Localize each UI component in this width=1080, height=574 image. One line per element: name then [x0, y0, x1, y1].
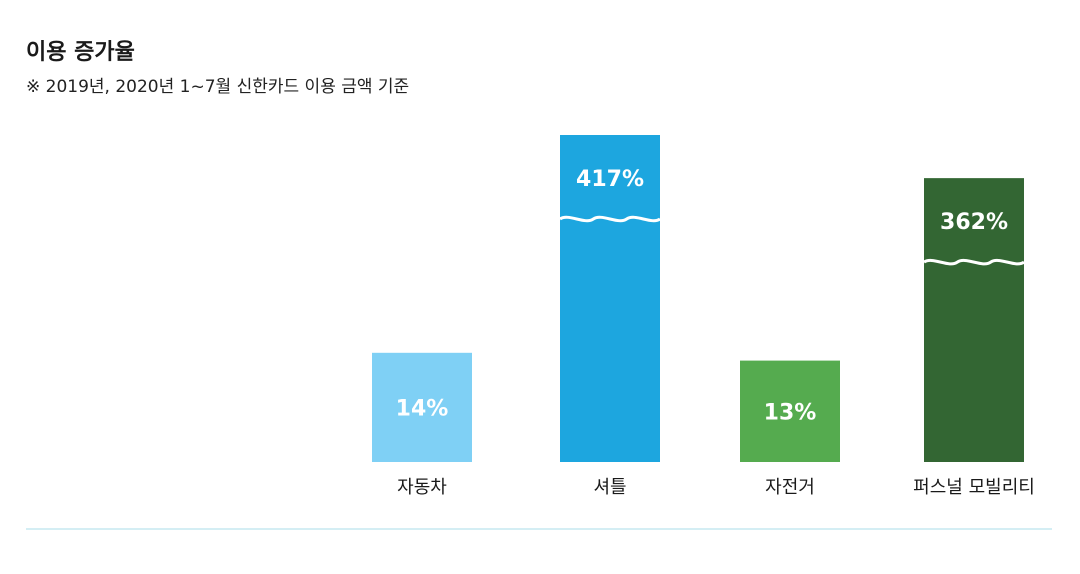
category-label-4: 퍼스널 모빌리티 [913, 477, 1035, 498]
category-label-3: 자전거 [765, 477, 815, 498]
bar-value-label-3: 13% [764, 400, 817, 425]
bar-2 [560, 135, 660, 462]
bar-4 [924, 178, 1024, 462]
bar-value-label-4: 362% [940, 210, 1008, 235]
bar-1 [372, 352, 472, 462]
chart-title: 이용 증가율 [26, 40, 135, 65]
chart-subtitle: ※ 2019년, 2020년 1~7월 신한카드 이용 금액 기준 [26, 77, 410, 97]
axis-break-mark-2 [559, 215, 661, 223]
bar-value-label-2: 417% [576, 167, 644, 192]
axis-break-mark-4 [923, 258, 1025, 266]
bar-value-label-1: 14% [396, 396, 449, 421]
category-label-2: 셔틀 [593, 477, 626, 498]
category-label-1: 자동차 [397, 477, 447, 498]
bars-group: 14% 417% 13% 362% [372, 135, 1025, 462]
category-labels-group: 자동차 셔틀 자전거 퍼스널 모빌리티 [397, 477, 1035, 498]
bar-3 [740, 360, 840, 462]
